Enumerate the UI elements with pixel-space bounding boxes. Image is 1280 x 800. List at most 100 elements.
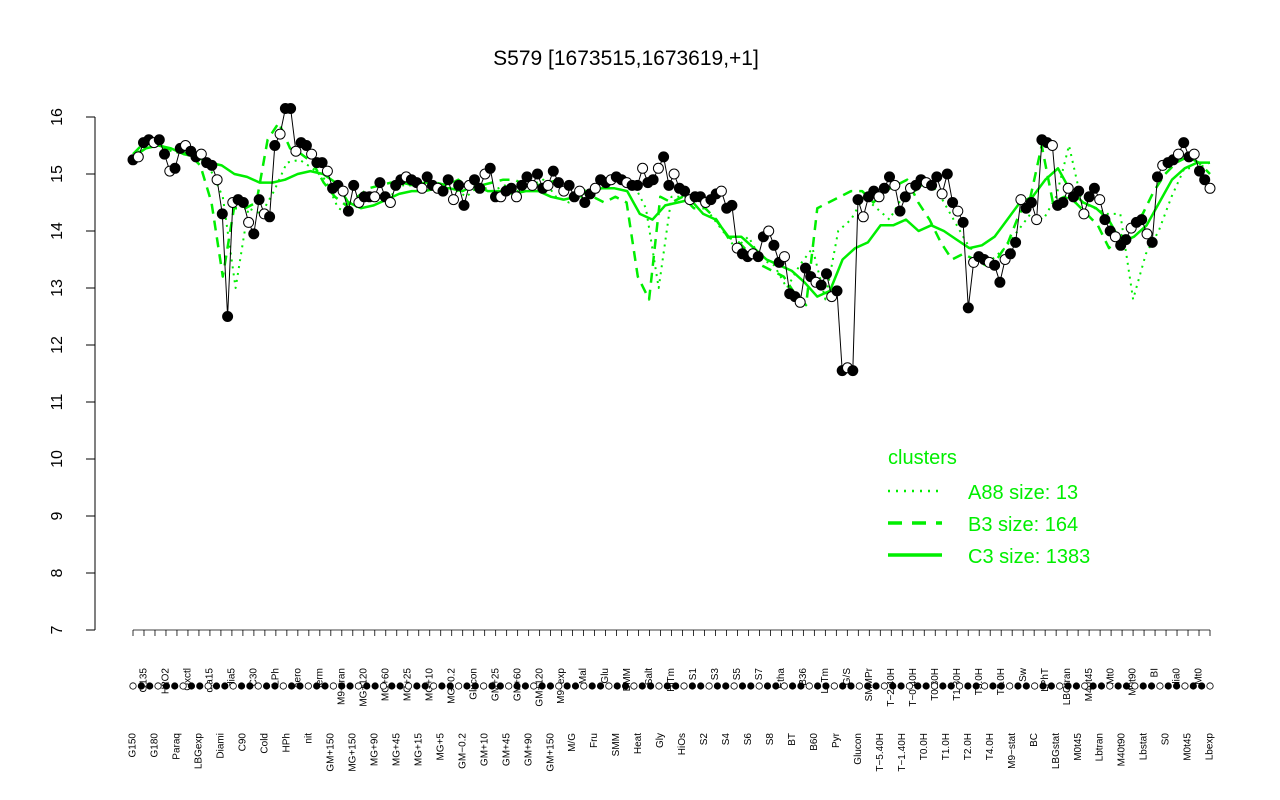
x-sample-marker [905, 682, 914, 690]
x-sample-marker [1164, 682, 1172, 690]
data-point [952, 205, 964, 217]
data-point [453, 179, 465, 191]
x-sample-marker [1181, 682, 1189, 690]
data-point [348, 179, 360, 191]
x-tick-label: S3 [710, 668, 721, 681]
x-tick-label: Paraq [172, 733, 183, 760]
data-point [1015, 194, 1027, 206]
x-tick-label: HiOs [677, 733, 688, 755]
x-tick-label: B36 [798, 668, 809, 686]
data-point [579, 197, 591, 208]
x-tick-label: T5.0H [996, 668, 1007, 695]
x-tick-label: M40t45 [1084, 668, 1095, 702]
x-sample-marker [129, 682, 137, 690]
x-sample-marker [429, 682, 438, 690]
x-sample-marker [722, 682, 730, 690]
data-point [300, 140, 312, 151]
data-point [768, 239, 780, 251]
x-tick-label: LoTm [820, 668, 831, 694]
x-sample-marker [780, 682, 788, 690]
data-point [474, 182, 486, 194]
y-tick-label: 16 [49, 108, 66, 126]
data-point [589, 182, 601, 194]
x-tick-label: T1.0H [941, 733, 952, 760]
x-tick-label: MG+5 [435, 733, 446, 761]
x-tick-label: Glucon [853, 733, 864, 765]
x-sample-marker [797, 682, 805, 690]
data-point [1204, 182, 1216, 194]
x-tick-label: LPhT [1040, 668, 1051, 692]
x-sample-marker [1173, 682, 1181, 690]
x-sample-marker [1089, 682, 1097, 690]
data-point [337, 185, 349, 197]
x-sample-marker [747, 682, 755, 690]
data-point [847, 365, 859, 377]
x-sample-marker [939, 682, 947, 690]
data-point [469, 174, 480, 186]
x-sample-marker [1081, 682, 1089, 690]
data-point [1136, 214, 1148, 226]
x-sample-marker [488, 682, 496, 690]
data-point [1173, 148, 1184, 160]
data-point [1194, 165, 1205, 177]
x-tick-label: T−1.40H [897, 733, 908, 772]
x-tick-label: G135 [139, 668, 150, 693]
data-point [574, 185, 586, 197]
x-tick-label: LBGstat [1051, 733, 1062, 769]
x-tick-label: GM+150 [545, 733, 556, 772]
x-sample-marker [179, 682, 187, 690]
data-point [369, 191, 381, 203]
x-tick-label: Etha [776, 668, 787, 689]
x-tick-label: MG+90 [369, 733, 380, 767]
data-point [936, 188, 948, 200]
data-point [442, 174, 454, 186]
chart-title: S579 [1673515,1673619,+1] [493, 47, 759, 70]
data-point [1109, 231, 1121, 243]
x-sample-marker [1047, 682, 1055, 690]
x-tick-label: HPh [281, 733, 292, 752]
data-point [211, 174, 223, 186]
x-tick-label: G/S [842, 668, 853, 686]
data-point [342, 205, 354, 217]
x-sample-marker [162, 682, 170, 690]
x-sample-marker [1006, 682, 1014, 690]
data-point [484, 162, 496, 174]
x-sample-marker [388, 682, 396, 690]
data-point [248, 228, 260, 240]
x-sample-marker [672, 682, 680, 690]
data-point [421, 171, 433, 183]
data-point [658, 151, 670, 163]
data-points [127, 103, 1216, 377]
x-tick-label: dia5 [227, 668, 238, 687]
data-point [416, 182, 428, 194]
x-sample-marker [379, 682, 388, 690]
x-sample-marker [839, 682, 847, 690]
data-point [994, 276, 1006, 288]
data-point [521, 171, 533, 183]
data-point [947, 197, 959, 208]
data-point [763, 225, 775, 237]
x-sample-marker [1106, 682, 1114, 690]
x-sample-marker [688, 682, 696, 690]
data-point [542, 179, 554, 191]
x-sample-marker [555, 682, 563, 690]
data-point [384, 197, 396, 208]
x-sample-marker [1072, 682, 1081, 690]
x-sample-marker [438, 682, 446, 690]
data-point [195, 148, 207, 160]
x-sample-marker [304, 682, 312, 690]
x-tick-label: S4 [721, 733, 732, 746]
x-tick-label: GM+10 [479, 733, 490, 767]
x-tick-label: MG+10 [424, 668, 435, 702]
x-tick-label: S1 [688, 668, 699, 681]
x-sample-marker [872, 682, 880, 690]
x-sample-marker [455, 682, 463, 690]
data-point [679, 185, 691, 197]
x-tick-label: MG+150 [347, 733, 358, 772]
x-sample-marker [621, 682, 630, 690]
x-sample-marker [346, 682, 354, 690]
x-tick-label: Gly [655, 733, 666, 748]
x-tick-label: LBGexp [194, 733, 205, 770]
x-sample-marker [605, 682, 613, 690]
data-point [941, 168, 953, 180]
